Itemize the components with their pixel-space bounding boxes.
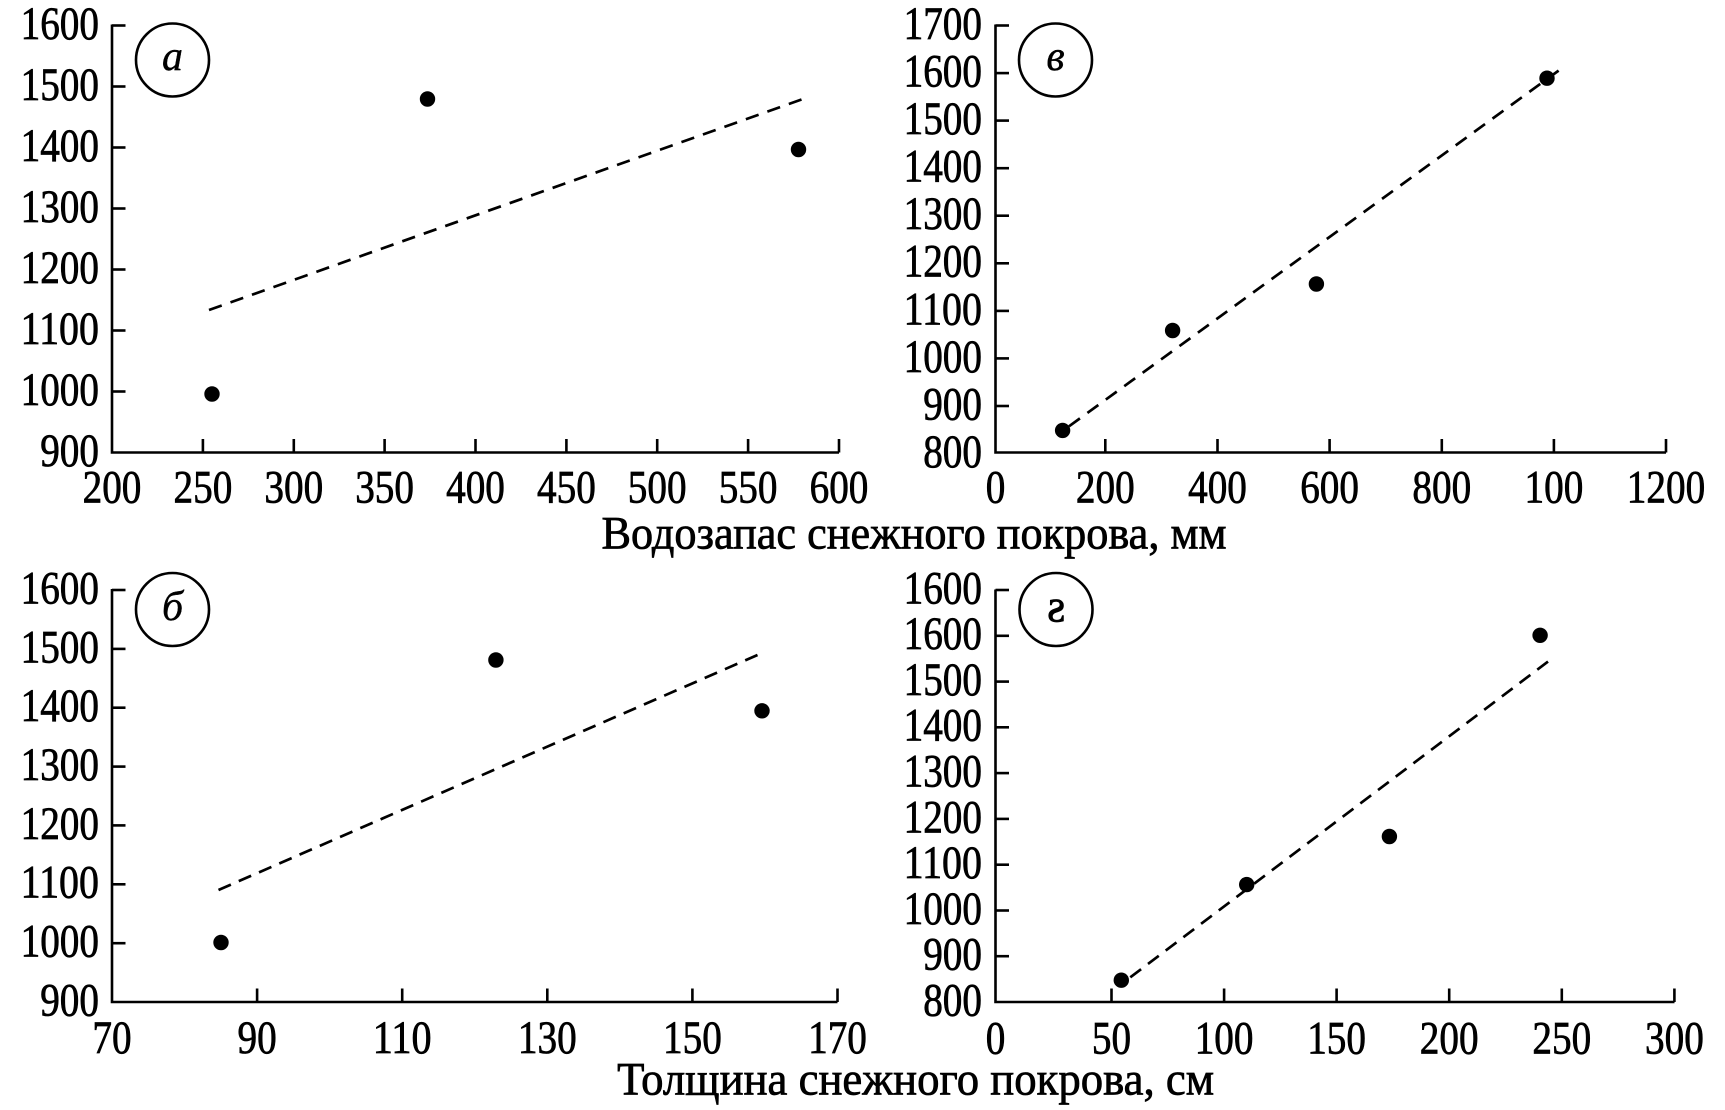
svg-text:1000: 1000 bbox=[21, 916, 99, 968]
svg-text:1200: 1200 bbox=[904, 236, 982, 288]
svg-text:1400: 1400 bbox=[904, 141, 982, 193]
svg-text:800: 800 bbox=[923, 426, 982, 478]
svg-text:1400: 1400 bbox=[21, 680, 99, 732]
svg-text:s: s bbox=[1047, 581, 1065, 633]
svg-text:1000: 1000 bbox=[904, 883, 982, 935]
svg-text:110: 110 bbox=[373, 1012, 432, 1064]
svg-text:900: 900 bbox=[40, 425, 99, 477]
svg-text:600: 600 bbox=[810, 462, 869, 514]
svg-text:200: 200 bbox=[1076, 462, 1135, 514]
svg-text:0: 0 bbox=[986, 462, 1006, 514]
svg-text:450: 450 bbox=[537, 462, 596, 514]
svg-text:350: 350 bbox=[355, 462, 414, 514]
svg-text:1500: 1500 bbox=[21, 621, 99, 673]
svg-text:900: 900 bbox=[923, 378, 982, 430]
svg-text:900: 900 bbox=[923, 929, 982, 981]
svg-text:300: 300 bbox=[264, 462, 323, 514]
svg-text:а: а bbox=[162, 34, 183, 80]
svg-text:550: 550 bbox=[719, 462, 778, 514]
svg-text:1100: 1100 bbox=[21, 303, 99, 355]
svg-text:200: 200 bbox=[83, 462, 142, 514]
svg-text:100: 100 bbox=[1525, 462, 1584, 514]
svg-text:1600: 1600 bbox=[21, 562, 99, 614]
svg-text:Водозапас снежного покрова, мм: Водозапас снежного покрова, мм bbox=[602, 508, 1227, 560]
svg-text:1400: 1400 bbox=[21, 120, 99, 172]
svg-text:Толщина снежного покрова, см: Толщина снежного покрова, см bbox=[617, 1054, 1214, 1106]
svg-text:800: 800 bbox=[923, 974, 982, 1026]
svg-text:150: 150 bbox=[663, 1012, 722, 1064]
svg-text:130: 130 bbox=[518, 1012, 577, 1064]
svg-text:1500: 1500 bbox=[904, 93, 982, 145]
svg-text:1000: 1000 bbox=[904, 331, 982, 383]
svg-text:100: 100 bbox=[1195, 1013, 1254, 1065]
svg-text:800: 800 bbox=[1412, 462, 1471, 514]
svg-text:400: 400 bbox=[446, 462, 505, 514]
svg-text:1100: 1100 bbox=[904, 283, 982, 335]
svg-text:1000: 1000 bbox=[21, 364, 99, 416]
svg-text:250: 250 bbox=[1532, 1013, 1591, 1065]
svg-text:1500: 1500 bbox=[904, 654, 982, 706]
svg-text:0: 0 bbox=[986, 1013, 1006, 1065]
svg-text:1300: 1300 bbox=[21, 739, 99, 791]
svg-text:1300: 1300 bbox=[904, 746, 982, 798]
svg-text:900: 900 bbox=[40, 974, 99, 1026]
svg-text:250: 250 bbox=[174, 462, 233, 514]
svg-text:в: в bbox=[1046, 34, 1064, 80]
svg-text:1700: 1700 bbox=[904, 0, 982, 50]
svg-text:1600: 1600 bbox=[904, 562, 982, 614]
svg-text:1600: 1600 bbox=[904, 46, 982, 98]
svg-text:300: 300 bbox=[1645, 1013, 1704, 1065]
svg-text:1200: 1200 bbox=[1627, 462, 1705, 514]
svg-text:600: 600 bbox=[1300, 462, 1359, 514]
svg-text:1500: 1500 bbox=[21, 59, 99, 111]
svg-text:90: 90 bbox=[238, 1012, 277, 1064]
svg-text:1400: 1400 bbox=[904, 700, 982, 752]
svg-text:1100: 1100 bbox=[904, 837, 982, 889]
svg-text:1300: 1300 bbox=[21, 181, 99, 233]
svg-text:170: 170 bbox=[808, 1012, 867, 1064]
svg-text:50: 50 bbox=[1092, 1013, 1131, 1065]
svg-text:1100: 1100 bbox=[21, 857, 99, 909]
svg-text:1200: 1200 bbox=[904, 791, 982, 843]
svg-text:1600: 1600 bbox=[904, 608, 982, 660]
svg-text:1200: 1200 bbox=[21, 798, 99, 850]
svg-text:70: 70 bbox=[92, 1012, 131, 1064]
svg-text:200: 200 bbox=[1420, 1013, 1479, 1065]
svg-text:б: б bbox=[162, 584, 185, 630]
svg-text:500: 500 bbox=[628, 462, 687, 514]
svg-text:400: 400 bbox=[1188, 462, 1247, 514]
svg-text:150: 150 bbox=[1307, 1013, 1366, 1065]
svg-text:1600: 1600 bbox=[21, 0, 99, 50]
svg-text:1300: 1300 bbox=[904, 188, 982, 240]
svg-text:1200: 1200 bbox=[21, 242, 99, 294]
